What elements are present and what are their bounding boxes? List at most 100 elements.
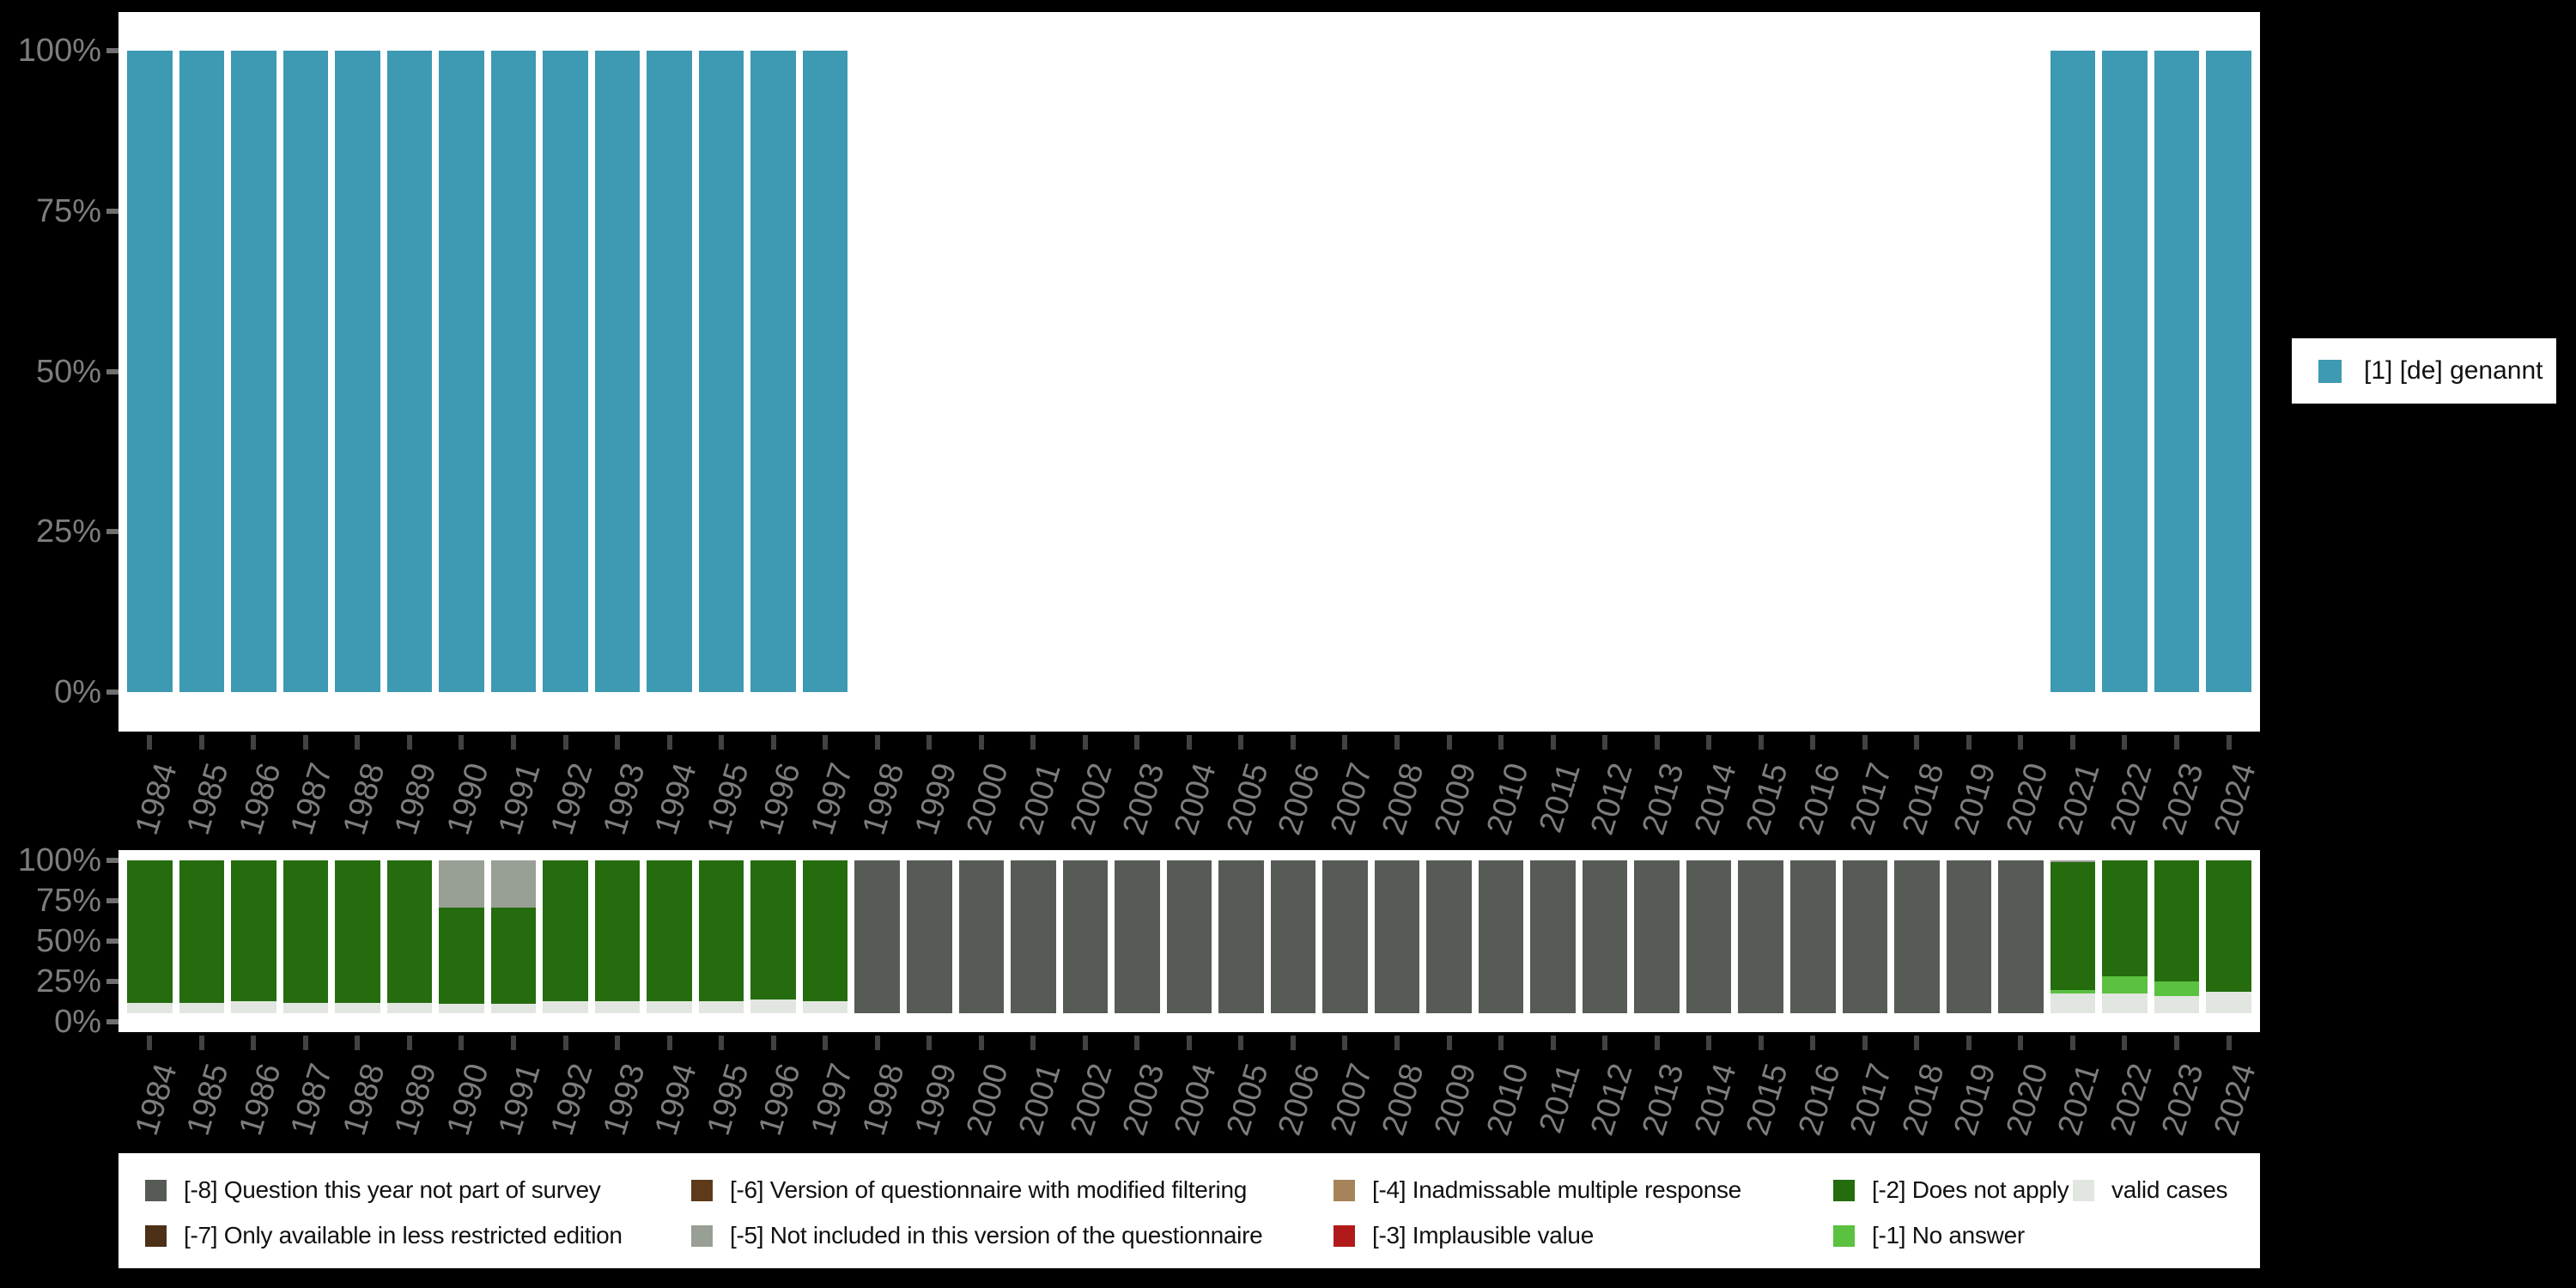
x-tick-1997 [823,735,829,750]
legend-item--7: [-7] Only available in less restricted e… [145,1221,623,1250]
x-label-1993: 1993 [596,1060,653,1140]
bar-2013--8 [1634,860,1680,1013]
x-tick-2010 [1498,735,1504,750]
x-label-slot-1993: 1993 [595,756,652,845]
x-label-slot-2014: 2014 [1686,1056,1743,1145]
x-tick-slot-2019 [1947,735,1992,750]
x-label-slot-2009: 2009 [1426,756,1484,845]
bar-column-2003 [1115,51,1160,692]
x-tick-1992 [562,1036,568,1050]
bar-1991-valid [490,1004,537,1013]
bar-column-1986 [231,860,276,1013]
x-tick-slot-2011 [1530,735,1576,750]
legend-swatch--2 [1833,1179,1855,1201]
x-label-2003: 2003 [1115,1060,1172,1140]
x-label-slot-1999: 1999 [907,756,964,845]
x-label-slot-1995: 1995 [699,1056,756,1145]
x-tick-1997 [823,1036,829,1050]
x-tick-2023 [2173,735,2179,750]
x-label-1998: 1998 [855,759,912,840]
x-tick-1994 [666,1036,672,1050]
x-label-2019: 2019 [1947,1060,2004,1140]
x-label-2013: 2013 [1635,1060,1692,1140]
x-label-2016: 2016 [1791,759,1848,840]
x-tick-2011 [1550,1036,1556,1050]
legend-swatch--1 [1833,1224,1855,1247]
x-label-2018: 2018 [1895,759,1952,840]
y-tick-100% [106,48,118,53]
x-label-2008: 2008 [1376,1060,1432,1140]
x-tick-2020 [2018,1036,2024,1050]
x-label-slot-2008: 2008 [1375,756,1431,845]
bar-2015--8 [1738,860,1783,1013]
bar-column-1987 [283,860,329,1013]
x-tick-2014 [1706,735,1712,750]
x-label-slot-2011: 2011 [1530,1056,1588,1145]
x-label-slot-1996: 1996 [750,756,808,845]
x-tick-slot-1991 [491,735,537,750]
x-tick-1991 [510,735,516,750]
legend-item--4: [-4] Inadmissable multiple response [1334,1176,1741,1205]
x-label-slot-2018: 2018 [1894,1056,1952,1145]
x-tick-slot-2017 [1843,735,1888,750]
x-tick-slot-2015 [1738,1036,1783,1050]
x-tick-2002 [1082,1036,1088,1050]
x-label-slot-1991: 1991 [491,1056,548,1145]
bar-column-2019 [1947,51,1992,692]
x-tick-slot-1985 [179,1036,225,1050]
x-label-slot-2013: 2013 [1634,756,1692,845]
bar-column-2011 [1530,51,1576,692]
legend-label--8: [-8] Question this year not part of surv… [184,1176,601,1203]
bottom-chart-panel [118,850,2260,1032]
bar-1998--8 [854,860,900,1013]
x-tick-1999 [927,1036,933,1050]
x-label-1995: 1995 [700,759,756,840]
bar-2021-valid [2050,993,2096,1013]
legend-item--6: [-6] Version of questionnaire with modif… [691,1176,1247,1205]
x-label-slot-2024: 2024 [2206,756,2263,845]
x-tick-2004 [1186,735,1192,750]
bar-column-2006 [1271,51,1316,692]
x-tick-slot-1998 [854,1036,900,1050]
legend-label-genannt: [1] [de] genannt [2364,356,2543,385]
bottom-chart-x-ticks [127,1036,2251,1050]
x-label-2000: 2000 [960,1060,1016,1140]
x-tick-slot-1986 [231,735,276,750]
x-label-slot-2016: 2016 [1790,756,1848,845]
x-tick-slot-2016 [1790,735,1836,750]
x-tick-2008 [1394,735,1400,750]
x-label-2018: 2018 [1895,1060,1952,1140]
bar-column-1996 [750,860,796,1013]
x-label-slot-2010: 2010 [1479,1056,1535,1145]
x-label-slot-2019: 2019 [1947,1056,2003,1145]
x-label-1999: 1999 [908,1060,964,1140]
bar-1990-p1 [439,51,484,692]
bar-column-1986 [231,51,276,692]
bar-2021-p1 [2050,51,2096,692]
bar-1990--5 [439,860,484,908]
y-tick-25% [106,529,118,534]
x-tick-2000 [978,1036,984,1050]
bar-1984-p1 [127,51,173,692]
legend-label--6: [-6] Version of questionnaire with modif… [730,1176,1247,1203]
x-label-slot-2006: 2006 [1271,1056,1327,1145]
bar-column-2015 [1738,51,1783,692]
bar-2024-valid [2206,992,2251,1013]
x-label-slot-1988: 1988 [335,1056,392,1145]
bar-column-2023 [2154,860,2200,1013]
bottom-chart-x-labels: 1984 1985 1986 1987 1988 1989 1990 1991 1992 1993… [127,1056,2263,1145]
x-tick-slot-2020 [1998,735,2044,750]
x-label-slot-1995: 1995 [699,756,756,845]
x-tick-slot-2006 [1271,1036,1316,1050]
x-label-slot-2019: 2019 [1947,756,2003,845]
x-tick-2015 [1758,735,1764,750]
x-tick-slot-1993 [595,735,641,750]
x-tick-slot-2013 [1634,1036,1680,1050]
x-label-2005: 2005 [1219,1060,1276,1140]
x-label-slot-1992: 1992 [543,756,600,845]
x-tick-slot-1988 [335,1036,380,1050]
x-label-2001: 2001 [1012,1060,1068,1140]
bar-column-2009 [1426,860,1472,1013]
x-tick-slot-1987 [283,1036,329,1050]
